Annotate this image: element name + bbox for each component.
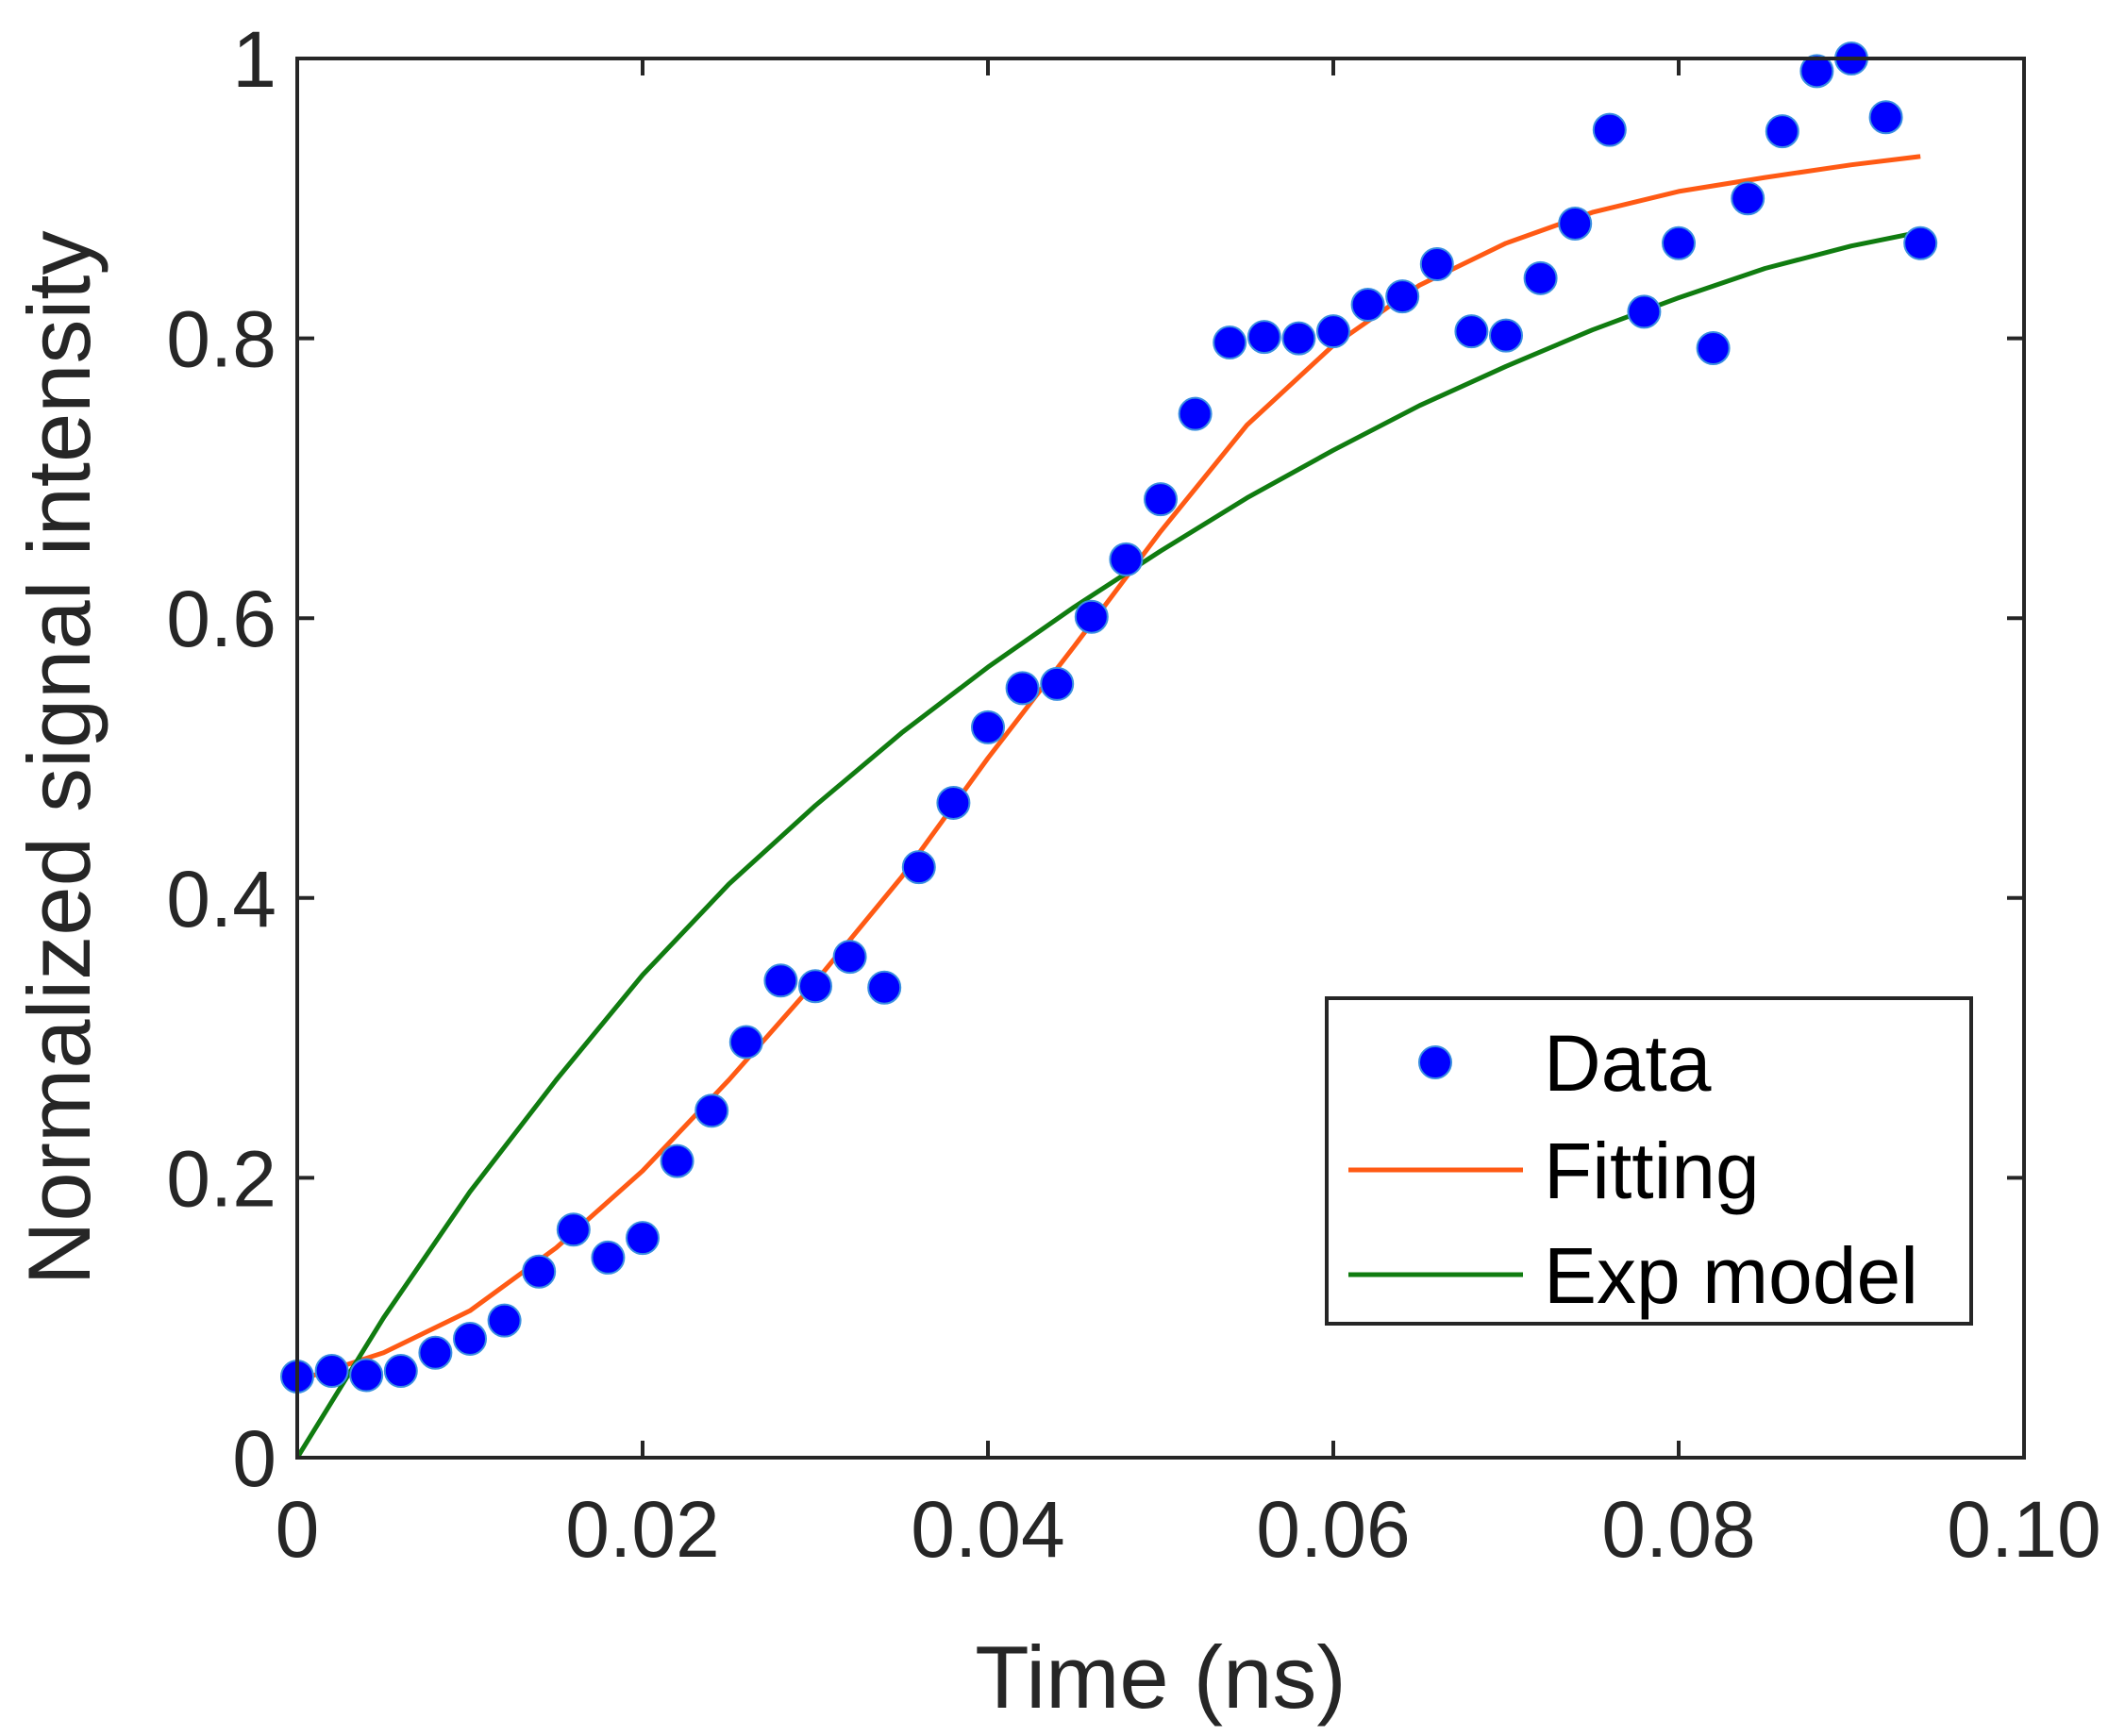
data-point (1213, 326, 1247, 360)
data-point (867, 970, 902, 1005)
data-point (349, 1358, 384, 1393)
data-point (1454, 314, 1489, 349)
legend-label-exp-model: Exp model (1544, 1231, 1918, 1320)
data-point (1903, 225, 1938, 260)
data-point (383, 1354, 418, 1389)
x-tick-label: 0.06 (1256, 1485, 1411, 1574)
data-point (626, 1221, 660, 1256)
data-point (1696, 330, 1731, 365)
data-point (728, 1025, 763, 1060)
x-tick-label: 0.08 (1601, 1485, 1756, 1574)
data-point (487, 1303, 522, 1338)
data-point (556, 1212, 591, 1247)
y-tick-label: 0.4 (166, 855, 276, 943)
data-point (763, 963, 798, 998)
series-line-exp-model (294, 229, 1921, 1460)
data-point (1178, 396, 1213, 431)
data-point (832, 940, 867, 975)
data-markers (280, 42, 1938, 1394)
x-tick-label: 0.02 (565, 1485, 720, 1574)
legend: Data Fitting Exp model (1325, 996, 1973, 1326)
axes-box (295, 57, 2026, 1460)
data-point (1765, 114, 1799, 149)
data-point (1109, 542, 1144, 576)
data-point (901, 850, 936, 885)
data-point (1868, 100, 1903, 135)
data-point (1731, 181, 1765, 216)
data-point (1247, 320, 1281, 355)
data-point (936, 785, 971, 820)
legend-label-fitting: Fitting (1544, 1127, 1760, 1215)
y-tick-label: 0.2 (166, 1134, 276, 1223)
y-axis-label: Normalized signal intensity (9, 230, 109, 1285)
y-tick-label: 0.6 (166, 575, 276, 663)
x-tick-label: 0.04 (911, 1485, 1065, 1574)
legend-marker-data (1418, 1045, 1452, 1079)
data-point (1144, 482, 1178, 517)
data-point (591, 1240, 626, 1275)
data-point (1419, 247, 1454, 282)
data-point (453, 1321, 487, 1356)
data-point (694, 1093, 729, 1128)
data-point (1592, 112, 1627, 147)
x-axis-label: Time (ns) (975, 1628, 1346, 1727)
data-point (971, 709, 1005, 744)
data-point (798, 969, 832, 1004)
y-tick-label: 0 (232, 1414, 276, 1503)
data-point (1385, 279, 1420, 314)
data-point (1523, 260, 1558, 295)
y-tick-label: 0.8 (166, 295, 276, 384)
data-point (1350, 288, 1385, 323)
data-point (660, 1143, 694, 1178)
data-point (418, 1335, 453, 1370)
data-point (1558, 206, 1593, 241)
data-point (1316, 314, 1350, 349)
data-point (1489, 318, 1523, 353)
data-point (522, 1254, 557, 1289)
y-tick-label: 1 (232, 15, 276, 104)
tick-labels: 0 0.02 0.04 0.06 0.08 0.10 0 0.2 0.4 0.6 0.8 1 (166, 15, 2101, 1574)
data-point (1627, 294, 1662, 329)
data-point (314, 1354, 349, 1389)
x-tick-label: 0.10 (1947, 1485, 2101, 1574)
data-point (1799, 54, 1834, 89)
data-point (1074, 599, 1109, 634)
x-tick-label: 0 (276, 1485, 320, 1574)
axis-ticks (295, 57, 2026, 1460)
data-point (1040, 666, 1075, 701)
data-point (1662, 225, 1696, 260)
data-point (1005, 671, 1040, 706)
data-point (1281, 321, 1316, 356)
legend-label-data: Data (1544, 1019, 1712, 1108)
